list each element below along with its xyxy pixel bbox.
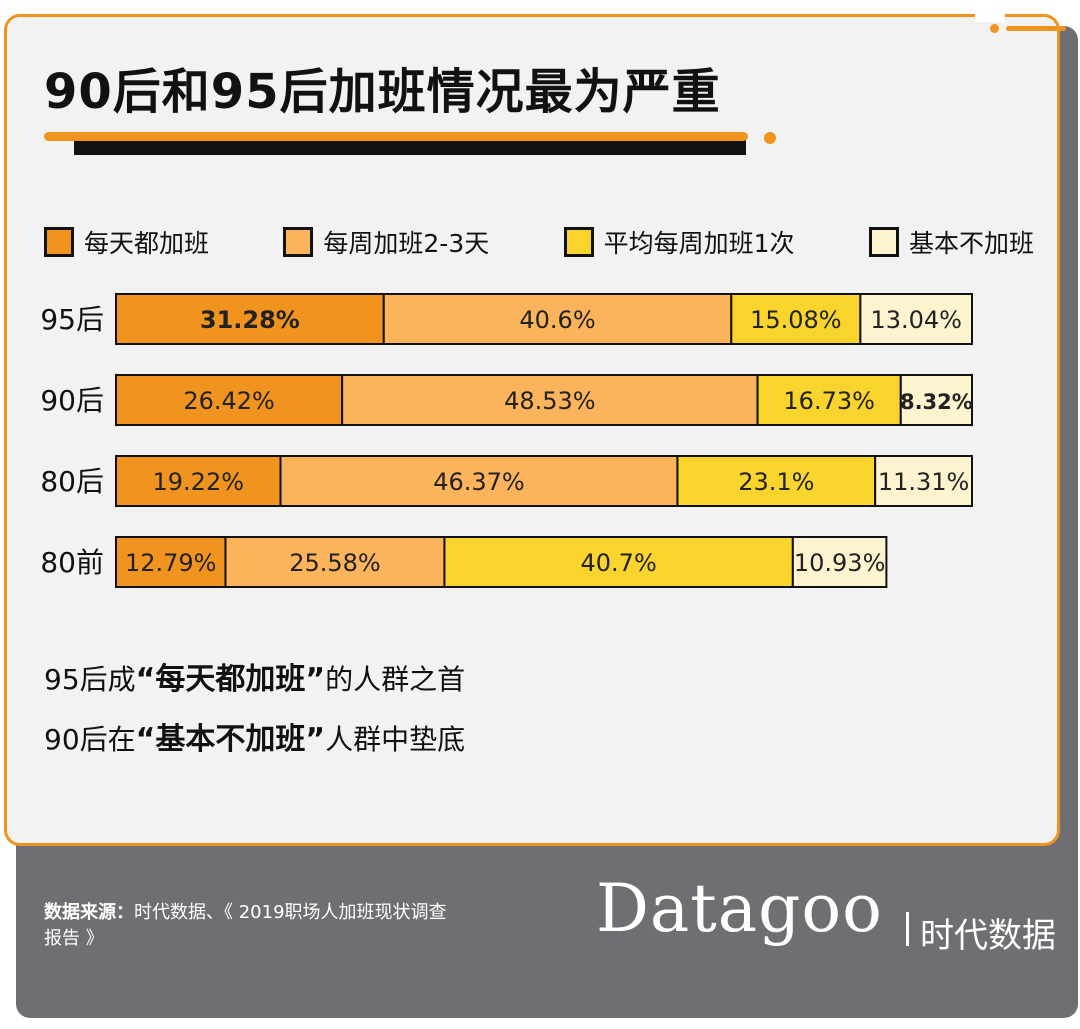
legend-swatch-rarely bbox=[868, 227, 899, 257]
chart-legend: 每天都加班 每周加班2-3天 平均每周加班1次 基本不加班 bbox=[44, 222, 1034, 262]
card-corner-gap bbox=[975, 8, 1005, 22]
legend-label-weekly-once: 平均每周加班1次 bbox=[603, 229, 795, 258]
legend-item-daily: 每天都加班 bbox=[44, 224, 209, 260]
legend-label-weekly-2-3: 每周加班2-3天 bbox=[323, 229, 490, 258]
category-label-3: 80前 bbox=[40, 546, 104, 579]
legend-label-daily: 每天都加班 bbox=[84, 229, 210, 258]
category-label-1: 90后 bbox=[40, 384, 104, 417]
bar-segment-1-2 bbox=[756, 374, 902, 426]
data-label-832: 8.32% bbox=[900, 390, 973, 414]
note-1-prefix: 95后成 bbox=[44, 663, 136, 696]
category-label-2: 80后 bbox=[40, 465, 104, 498]
brand-logo: Datagoo bbox=[596, 870, 883, 947]
bar-segment-3-3 bbox=[791, 536, 888, 588]
corner-line-decoration bbox=[1006, 26, 1066, 31]
data-label-406: 40.6% bbox=[519, 306, 595, 334]
note-line-1: 95后成“每天都加班”的人群之首 bbox=[44, 660, 465, 720]
note-1-suffix: 的人群之首 bbox=[325, 663, 466, 696]
data-label-1508: 15.08% bbox=[750, 306, 842, 334]
corner-dot-decoration bbox=[990, 24, 999, 33]
bar-segment-2-2 bbox=[676, 455, 877, 507]
chart-title: 90后和95后加班情况最为严重 bbox=[44, 64, 721, 120]
bar-segment-2-3 bbox=[874, 455, 973, 507]
note-2-suffix: 人群中垫底 bbox=[325, 723, 466, 756]
note-line-2: 90后在“基本不加班”人群中垫底 bbox=[44, 720, 465, 780]
bar-segment-2-0 bbox=[115, 455, 282, 507]
bar-segment-0-2 bbox=[730, 293, 862, 345]
bar-segment-0-3 bbox=[859, 293, 974, 345]
bar-segment-2-1 bbox=[279, 455, 679, 507]
legend-swatch-daily bbox=[44, 227, 74, 257]
data-label-407: 40.7% bbox=[581, 549, 657, 577]
bar-segment-1-0 bbox=[115, 374, 344, 426]
note-1-highlight: “每天都加班” bbox=[135, 662, 326, 697]
data-label-1131: 11.31% bbox=[878, 468, 970, 496]
bar-segment-1-1 bbox=[341, 374, 759, 426]
data-label-4637: 46.37% bbox=[433, 468, 525, 496]
title-underline-orange bbox=[44, 132, 748, 141]
data-label-2642: 26.42% bbox=[183, 387, 275, 415]
source-label: 数据来源： bbox=[44, 902, 134, 923]
brand-separator bbox=[906, 912, 909, 946]
legend-item-rarely: 基本不加班 bbox=[868, 224, 1034, 260]
category-label-0: 95后 bbox=[40, 303, 104, 336]
data-label-1673: 16.73% bbox=[783, 387, 875, 415]
note-2-highlight: “基本不加班” bbox=[135, 722, 326, 757]
legend-swatch-weekly-once bbox=[563, 227, 594, 257]
bar-segment-1-3 bbox=[899, 374, 974, 426]
data-label-1093: 10.93% bbox=[794, 549, 886, 577]
legend-item-weekly-once: 平均每周加班1次 bbox=[563, 224, 795, 260]
title-underline-black bbox=[74, 140, 746, 155]
bar-segment-3-1 bbox=[224, 536, 446, 588]
bar-segment-0-0 bbox=[115, 293, 385, 345]
legend-swatch-weekly-2-3 bbox=[283, 227, 314, 257]
note-2-prefix: 90后在 bbox=[44, 723, 136, 756]
bar-segment-3-0 bbox=[115, 536, 227, 588]
legend-label-rarely: 基本不加班 bbox=[908, 229, 1034, 258]
data-label-1279: 12.79% bbox=[125, 549, 217, 577]
data-label-1922: 19.22% bbox=[153, 468, 245, 496]
legend-item-weekly-2-3: 每周加班2-3天 bbox=[283, 224, 489, 260]
title-underline-dot bbox=[764, 132, 776, 144]
brand-subtitle: 时代数据 bbox=[920, 916, 1056, 956]
chart-notes: 95后成“每天都加班”的人群之首 90后在“基本不加班”人群中垫底 bbox=[44, 660, 465, 780]
data-label-4853: 48.53% bbox=[504, 387, 596, 415]
source-text: 时代数据、《 2019职场人加班现状调查报告 》 bbox=[44, 902, 447, 949]
data-source: 数据来源：时代数据、《 2019职场人加班现状调查报告 》 bbox=[44, 900, 464, 952]
bar-segment-0-1 bbox=[382, 293, 733, 345]
data-label-2558: 25.58% bbox=[289, 549, 381, 577]
data-label-3128: 31.28% bbox=[200, 306, 300, 334]
bar-segment-3-2 bbox=[443, 536, 794, 588]
data-label-231: 23.1% bbox=[738, 468, 814, 496]
data-label-1304: 13.04% bbox=[870, 306, 962, 334]
stacked-bar-chart: 95后 31.28% 40.6% 15.08% 13.04% 90后 26.42% 48.53… bbox=[40, 293, 974, 588]
